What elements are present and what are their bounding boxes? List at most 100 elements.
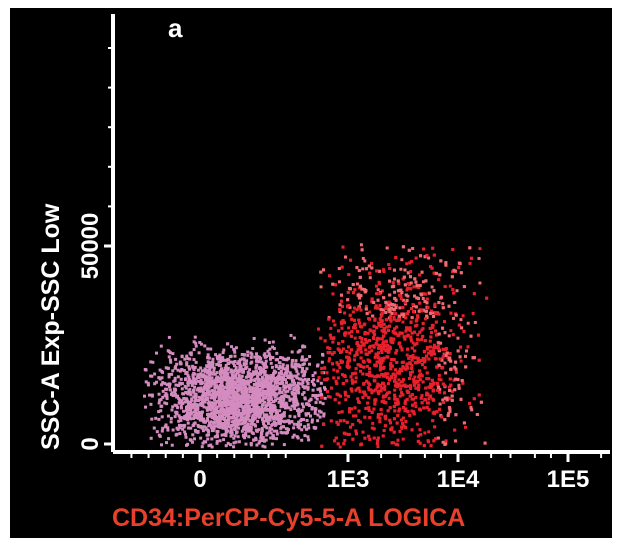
data-point-cd34-positive [407,356,411,360]
data-point-cd34-positive [389,306,393,310]
data-point-cd34-positive [432,271,436,275]
data-point-cd34-negative [258,366,262,370]
data-point-cd34-positive [404,316,408,320]
data-point-cd34-positive [359,350,363,354]
data-point-cd34-positive [401,360,405,364]
data-point-cd34-positive [367,264,371,268]
data-point-cd34-negative [307,362,311,366]
data-point-cd34-negative [255,357,259,361]
data-point-cd34-positive [429,335,433,339]
data-point-cd34-negative [143,394,147,398]
data-point-cd34-negative [227,387,231,391]
data-point-cd34-negative [307,377,311,381]
data-point-cd34-positive [395,348,399,352]
data-point-cd34-negative [235,424,239,428]
data-point-cd34-negative [277,391,281,395]
data-point-cd34-positive [382,394,386,398]
data-point-cd34-positive [339,394,343,398]
data-point-cd34-negative [198,412,202,416]
data-point-cd34-negative [218,416,222,420]
data-point-cd34-positive [419,433,423,437]
data-point-cd34-negative [279,369,283,373]
data-point-cd34-negative [300,370,304,374]
data-point-cd34-positive [432,314,436,318]
data-point-cd34-positive [434,312,438,316]
data-point-cd34-negative [215,433,219,437]
data-point-cd34-positive [403,337,407,341]
data-point-cd34-negative [186,357,190,361]
data-point-cd34-positive [423,398,427,402]
data-point-cd34-negative [271,392,275,396]
data-point-cd34-negative [160,383,164,387]
data-point-cd34-positive [410,346,414,350]
data-point-cd34-negative [241,378,245,382]
data-point-cd34-negative [283,357,287,361]
data-point-cd34-negative [269,397,273,401]
data-point-cd34-negative [233,350,237,354]
data-point-cd34-positive [377,384,381,388]
data-point-cd34-positive [414,256,418,260]
data-point-cd34-negative [203,344,207,348]
data-point-cd34-positive [376,413,380,417]
data-point-cd34-positive [436,436,440,440]
data-point-cd34-negative [218,439,222,443]
data-point-cd34-negative [308,404,312,408]
data-point-cd34-negative [232,445,236,449]
data-point-cd34-positive [438,402,442,406]
data-point-cd34-positive [340,304,344,308]
data-point-cd34-positive [469,334,473,338]
data-point-cd34-positive [432,346,436,350]
data-point-cd34-negative [234,391,238,395]
data-point-cd34-positive [365,340,369,344]
data-point-cd34-negative [304,412,308,416]
data-point-cd34-positive [388,406,392,410]
data-point-cd34-negative [228,376,232,380]
data-point-cd34-positive [409,287,413,291]
data-point-cd34-negative [194,360,198,364]
data-point-cd34-negative [244,375,248,379]
data-point-cd34-positive [373,400,377,404]
data-point-cd34-positive [409,281,413,285]
data-point-cd34-positive [413,375,417,379]
data-point-cd34-negative [257,411,261,415]
data-point-cd34-positive [451,247,455,251]
data-point-cd34-positive [435,333,439,337]
data-point-cd34-negative [273,405,277,409]
data-point-cd34-negative [218,386,222,390]
data-point-cd34-negative [157,410,161,414]
data-point-cd34-positive [384,417,388,421]
data-point-cd34-positive [379,324,383,328]
data-point-cd34-positive [473,320,477,324]
data-point-cd34-negative [187,411,191,415]
data-point-cd34-positive [454,313,458,317]
data-point-cd34-positive [414,386,418,390]
data-point-cd34-negative [171,393,175,397]
data-point-cd34-positive [337,393,341,397]
data-point-cd34-negative [256,406,260,410]
data-point-cd34-negative [216,391,220,395]
data-point-cd34-positive [351,423,355,427]
data-point-cd34-negative [278,409,282,413]
data-point-cd34-positive [384,372,388,376]
data-point-cd34-negative [175,432,179,436]
data-point-cd34-negative [149,402,153,406]
data-point-cd34-positive [388,324,392,328]
data-point-cd34-negative [185,409,189,413]
data-point-cd34-negative [282,411,286,415]
data-point-cd34-negative [174,412,178,416]
data-point-cd34-negative [169,360,173,364]
data-point-cd34-negative [226,408,230,412]
data-point-cd34-positive [394,304,398,308]
data-point-cd34-positive [335,381,339,385]
data-point-cd34-negative [231,416,235,420]
data-point-cd34-positive [347,433,351,437]
data-point-cd34-negative [252,383,256,387]
data-point-cd34-negative [292,400,296,404]
data-point-cd34-positive [327,317,331,321]
data-point-cd34-positive [429,382,433,386]
data-point-cd34-positive [466,345,470,349]
data-point-cd34-negative [189,404,193,408]
data-point-cd34-positive [348,351,352,355]
data-point-cd34-negative [278,389,282,393]
data-point-cd34-negative [228,378,232,382]
